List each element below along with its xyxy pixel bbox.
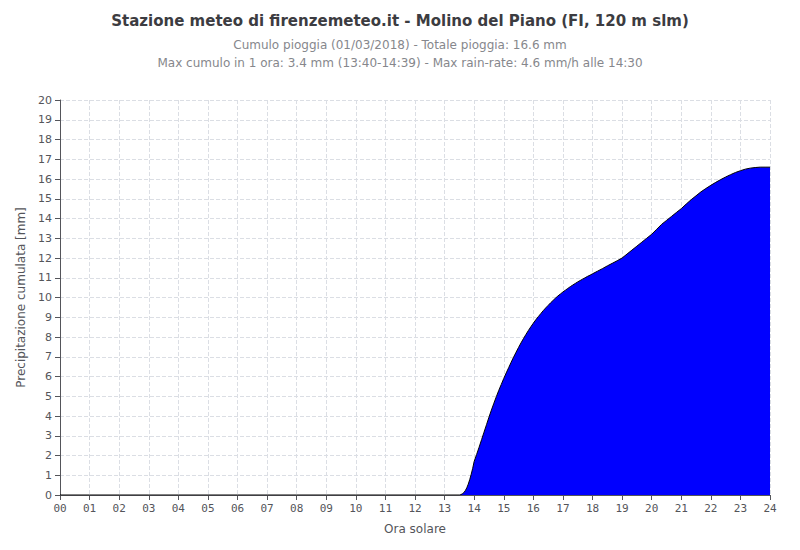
svg-text:15: 15	[497, 502, 510, 515]
svg-text:00: 00	[53, 502, 66, 515]
svg-text:05: 05	[201, 502, 214, 515]
svg-text:13: 13	[438, 502, 451, 515]
svg-text:9: 9	[45, 311, 52, 324]
svg-text:16: 16	[527, 502, 540, 515]
svg-text:0: 0	[45, 489, 52, 502]
svg-text:20: 20	[645, 502, 658, 515]
svg-text:7: 7	[45, 350, 52, 363]
svg-text:11: 11	[38, 271, 52, 284]
svg-text:02: 02	[113, 502, 126, 515]
svg-text:13: 13	[38, 232, 52, 245]
svg-text:Cumulo pioggia (01/03/2018) -: Cumulo pioggia (01/03/2018) - Totale pio…	[233, 38, 567, 52]
svg-text:8: 8	[45, 331, 52, 344]
svg-text:24: 24	[763, 502, 777, 515]
svg-text:5: 5	[45, 390, 52, 403]
svg-text:Max cumulo in 1 ora: 3.4 mm (1: Max cumulo in 1 ora: 3.4 mm (13:40-14:39…	[157, 56, 642, 70]
svg-text:19: 19	[615, 502, 628, 515]
svg-text:18: 18	[586, 502, 599, 515]
svg-text:21: 21	[675, 502, 688, 515]
svg-text:16: 16	[38, 173, 52, 186]
svg-text:18: 18	[38, 133, 52, 146]
svg-text:20: 20	[38, 94, 52, 107]
svg-text:10: 10	[349, 502, 362, 515]
svg-text:6: 6	[45, 370, 52, 383]
svg-text:17: 17	[556, 502, 569, 515]
svg-text:22: 22	[704, 502, 717, 515]
svg-text:09: 09	[320, 502, 333, 515]
svg-text:14: 14	[38, 212, 52, 225]
svg-text:01: 01	[83, 502, 96, 515]
svg-text:15: 15	[38, 192, 52, 205]
svg-text:19: 19	[38, 113, 52, 126]
svg-text:1: 1	[45, 469, 52, 482]
svg-text:10: 10	[38, 291, 52, 304]
svg-text:14: 14	[468, 502, 482, 515]
svg-text:Ora solare: Ora solare	[384, 522, 446, 536]
svg-text:2: 2	[45, 449, 52, 462]
svg-text:12: 12	[38, 252, 52, 265]
svg-text:12: 12	[408, 502, 421, 515]
svg-text:06: 06	[231, 502, 244, 515]
svg-text:03: 03	[142, 502, 155, 515]
svg-text:17: 17	[38, 153, 52, 166]
svg-text:Precipitazione cumulata [mm]: Precipitazione cumulata [mm]	[14, 207, 28, 388]
svg-text:04: 04	[172, 502, 186, 515]
svg-text:07: 07	[260, 502, 273, 515]
svg-text:4: 4	[45, 410, 52, 423]
svg-text:3: 3	[45, 429, 52, 442]
svg-text:08: 08	[290, 502, 303, 515]
svg-text:Stazione meteo di firenzemeteo: Stazione meteo di firenzemeteo.it - Moli…	[111, 12, 689, 30]
svg-text:23: 23	[734, 502, 747, 515]
svg-text:11: 11	[379, 502, 392, 515]
